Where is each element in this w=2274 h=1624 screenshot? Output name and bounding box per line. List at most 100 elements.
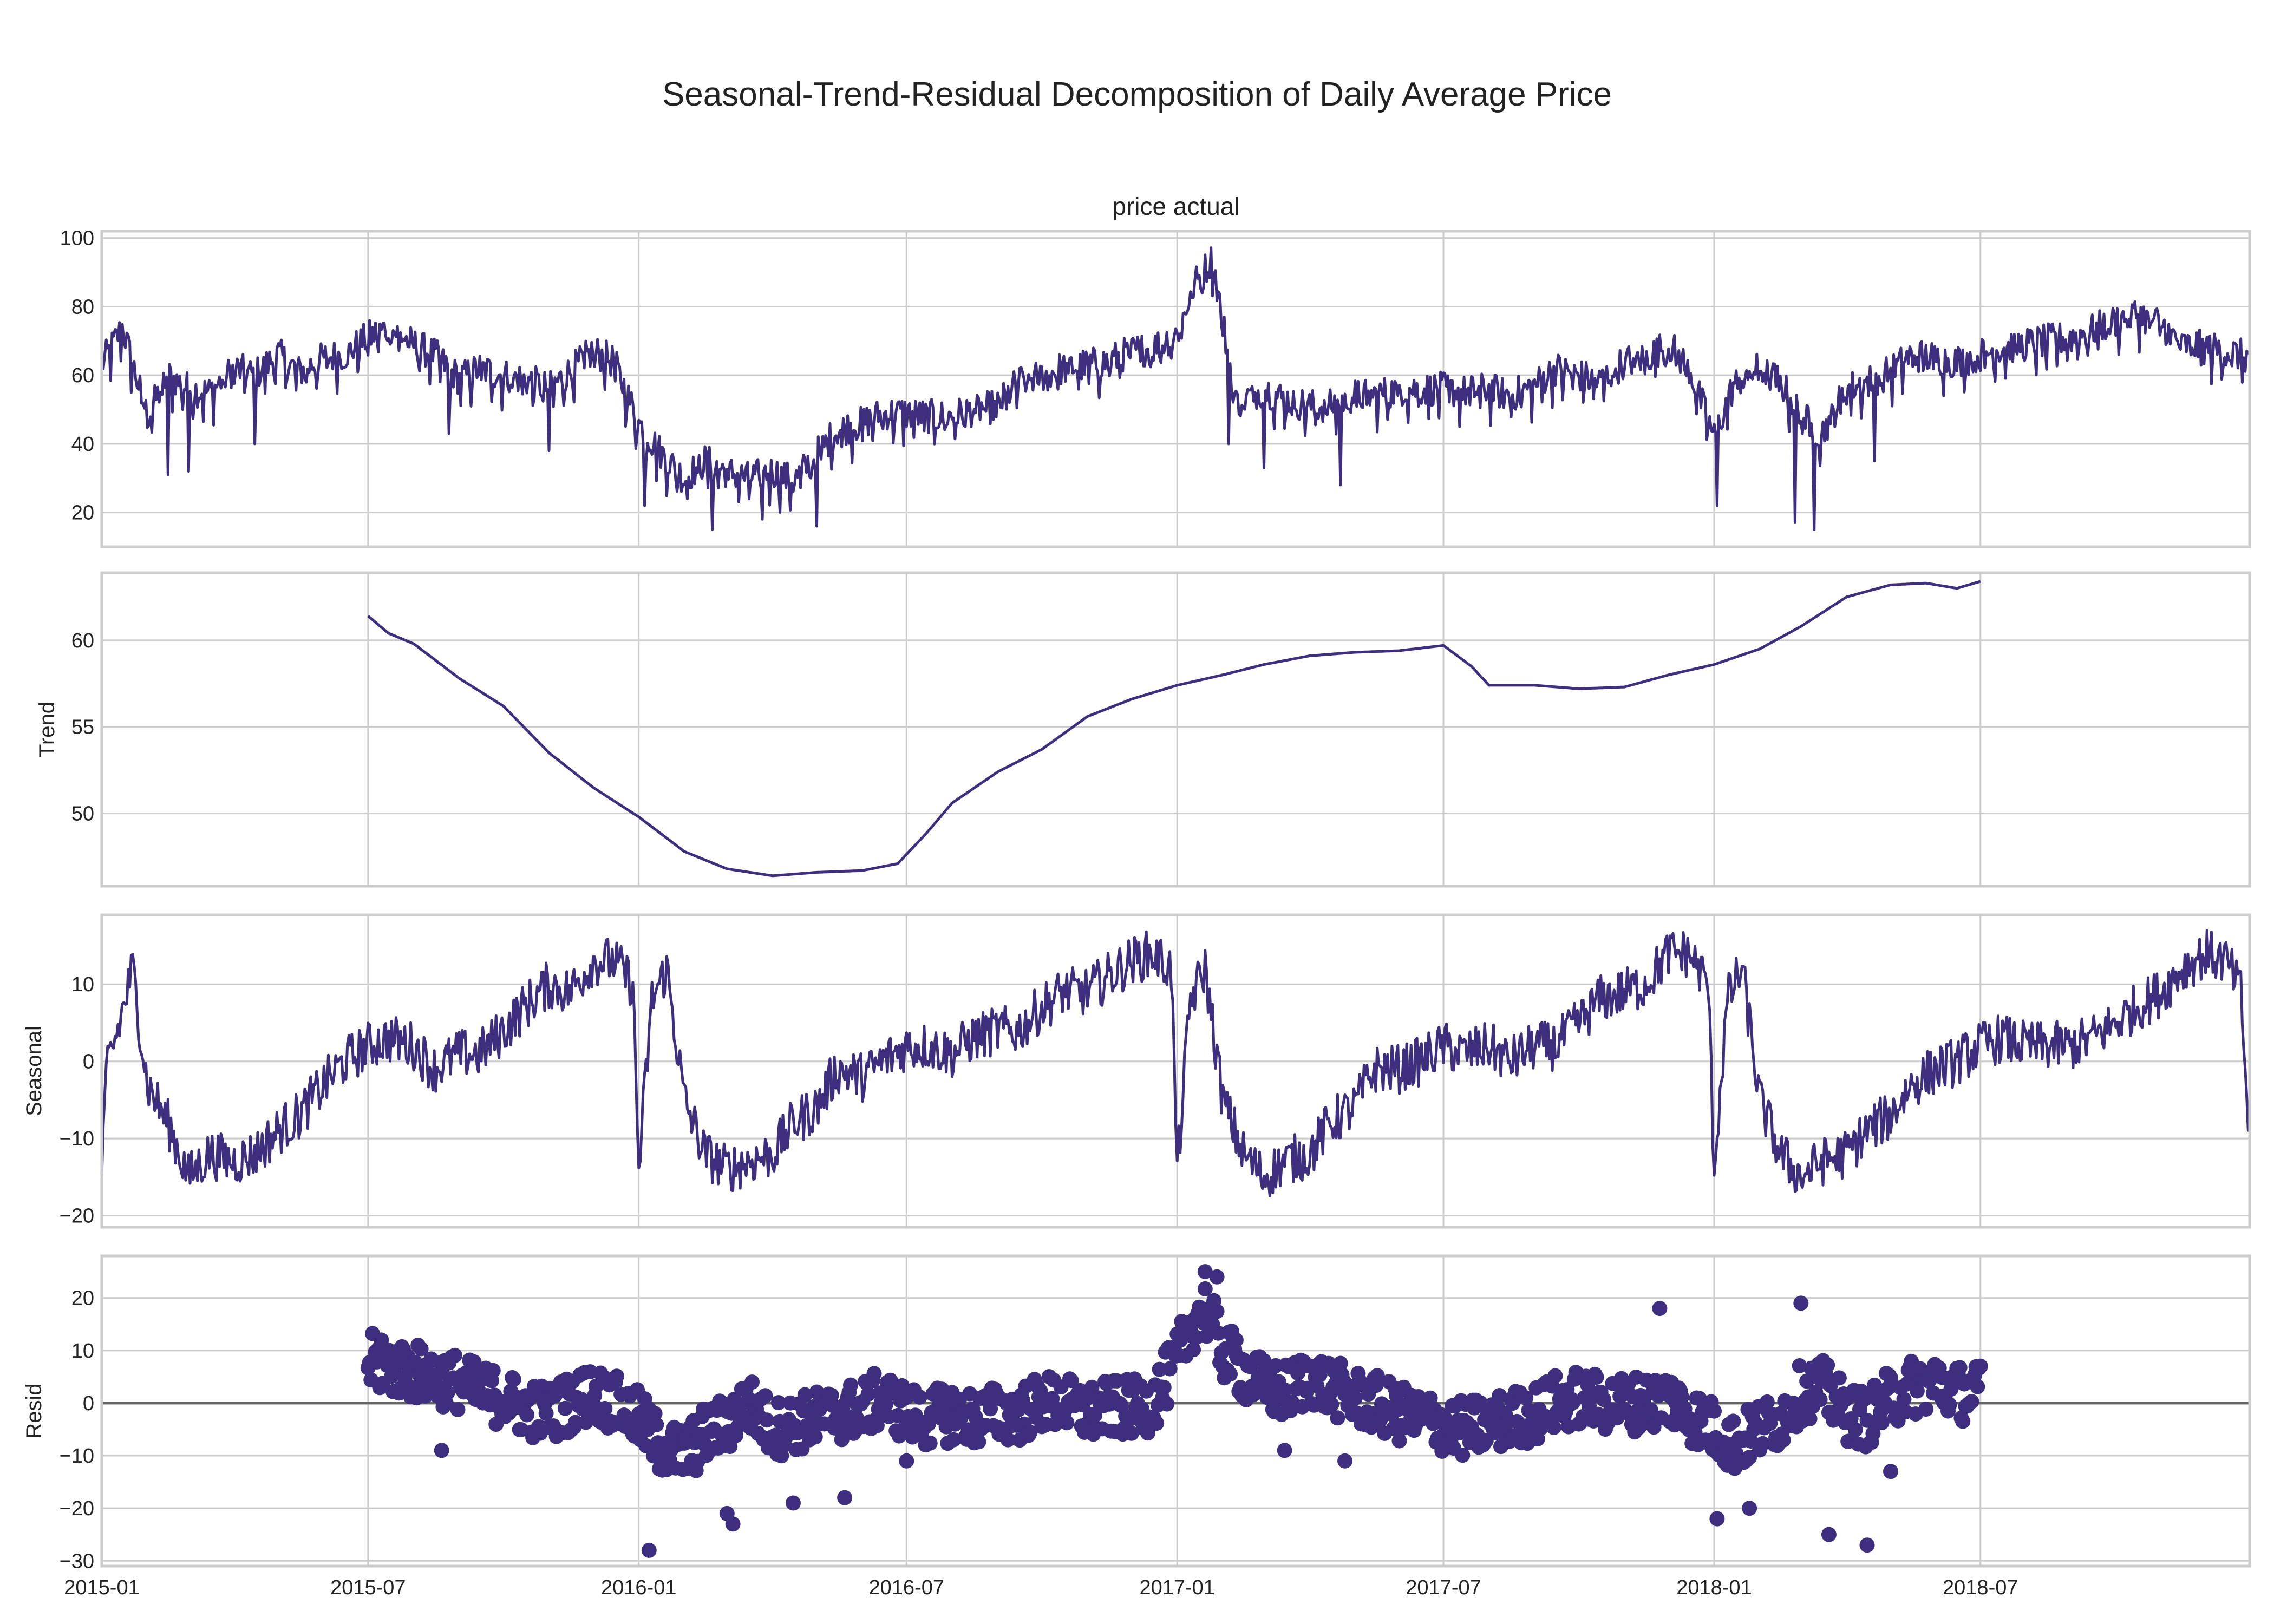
- seasonal-ylabel: Seasonal: [22, 1026, 46, 1116]
- resid-outlier-point: [1883, 1464, 1898, 1479]
- resid-outlier-point: [837, 1490, 853, 1505]
- resid-outlier-point: [899, 1453, 914, 1469]
- resid-point: [1896, 1391, 1912, 1407]
- resid-point: [1422, 1390, 1438, 1406]
- resid-frame: [100, 1254, 2251, 1568]
- observed-ytick-label: 100: [60, 227, 94, 250]
- observed-panel-title: price actual: [1112, 192, 1239, 220]
- xtick-label: 2018-07: [1943, 1576, 2018, 1599]
- resid-point: [1589, 1370, 1604, 1385]
- resid-point: [1348, 1390, 1363, 1406]
- resid-point: [1691, 1391, 1707, 1406]
- resid-point: [1156, 1379, 1172, 1395]
- resid-point: [1084, 1379, 1100, 1395]
- resid-point: [1186, 1342, 1201, 1358]
- resid-point: [1149, 1416, 1165, 1431]
- resid-point: [1847, 1422, 1863, 1437]
- resid-point: [1775, 1432, 1791, 1448]
- resid-outlier-point: [1709, 1511, 1725, 1527]
- resid-outlier-point: [1209, 1269, 1225, 1285]
- resid-point: [1918, 1402, 1934, 1417]
- trend-panel: 50 55 60 Trend: [35, 571, 2251, 888]
- resid-point: [1197, 1281, 1213, 1296]
- resid-point: [1277, 1382, 1292, 1398]
- resid-outlier-point: [1228, 1332, 1244, 1348]
- resid-point: [1547, 1368, 1563, 1384]
- observed-ytick-label: 20: [71, 502, 94, 525]
- xtick-label: 2016-01: [601, 1576, 676, 1599]
- resid-ylabel: Resid: [22, 1383, 46, 1438]
- resid-ytick-label: −10: [60, 1445, 94, 1468]
- resid-point: [1223, 1366, 1238, 1382]
- resid-point: [912, 1389, 927, 1405]
- xtick-label: 2017-01: [1139, 1576, 1214, 1599]
- resid-point: [1369, 1368, 1385, 1384]
- resid-point: [878, 1397, 894, 1412]
- resid-point: [1909, 1383, 1925, 1399]
- resid-ytick-label: −30: [60, 1550, 94, 1573]
- resid-point: [1391, 1433, 1407, 1449]
- resid-point: [407, 1354, 423, 1370]
- trend-line: [367, 580, 1981, 878]
- resid-point: [869, 1418, 885, 1433]
- resid-point: [649, 1417, 664, 1432]
- resid-point: [860, 1386, 876, 1402]
- resid-outlier-point: [1742, 1501, 1757, 1516]
- resid-outlier-point: [641, 1542, 657, 1558]
- resid-ytick-label: −20: [60, 1497, 94, 1520]
- seasonal-ytick-label: −20: [60, 1205, 94, 1228]
- resid-outlier-point: [434, 1443, 449, 1458]
- panels: 20406080100505560Trend−20−10010Seasonal−…: [22, 227, 2251, 1573]
- resid-point: [1874, 1415, 1890, 1430]
- resid-outlier-point: [374, 1332, 389, 1348]
- resid-point: [1162, 1361, 1178, 1377]
- resid-point: [1455, 1448, 1471, 1463]
- trend-ylabel: Trend: [35, 702, 59, 757]
- resid-ytick-label: 10: [71, 1340, 94, 1363]
- resid-point: [843, 1377, 858, 1393]
- resid-point: [1478, 1433, 1494, 1449]
- resid-point: [1726, 1413, 1741, 1429]
- xtick-label: 2015-01: [64, 1576, 139, 1599]
- trend-ytick-label: 60: [71, 630, 94, 652]
- resid-point: [937, 1408, 952, 1424]
- seasonal-ytick-label: 0: [83, 1051, 94, 1073]
- resid-point: [1643, 1402, 1659, 1418]
- resid-point: [1505, 1396, 1520, 1411]
- resid-point: [759, 1412, 775, 1428]
- resid-point: [797, 1387, 813, 1403]
- seasonal-ytick-label: 10: [71, 973, 94, 996]
- resid-point: [538, 1405, 554, 1421]
- resid-point: [519, 1407, 535, 1423]
- x-axis: 2015-01 2015-07 2016-01 2016-07 2017-01 2017-…: [64, 1576, 2018, 1599]
- trend-ytick-label: 50: [71, 803, 94, 826]
- resid-point: [413, 1341, 429, 1357]
- resid-point: [971, 1434, 986, 1450]
- resid-point: [757, 1388, 773, 1404]
- xtick-label: 2017-07: [1406, 1576, 1481, 1599]
- resid-point: [1970, 1379, 1985, 1394]
- resid-point: [1565, 1395, 1581, 1410]
- resid-outlier-point: [1793, 1295, 1809, 1311]
- resid-point: [1059, 1415, 1075, 1431]
- seasonal-line: [100, 929, 2251, 1197]
- resid-point: [1972, 1358, 1988, 1374]
- resid-point: [1518, 1390, 1534, 1406]
- resid-point: [1755, 1436, 1770, 1451]
- resid-outlier-point: [786, 1495, 801, 1511]
- xtick-label: 2015-07: [330, 1576, 406, 1599]
- resid-point: [1942, 1397, 1957, 1412]
- resid-point: [1492, 1388, 1507, 1403]
- resid-point: [1209, 1304, 1225, 1319]
- resid-point: [834, 1432, 850, 1448]
- resid-outlier-point: [1859, 1537, 1875, 1553]
- seasonal-panel: −20 −10 0 10 Seasonal: [22, 913, 2251, 1229]
- resid-point: [506, 1372, 521, 1387]
- resid-outlier-point: [1337, 1453, 1352, 1469]
- resid-point: [1792, 1358, 1807, 1373]
- xtick-label: 2016-07: [869, 1576, 944, 1599]
- resid-point: [807, 1429, 823, 1445]
- observed-line: [100, 246, 2251, 531]
- resid-ytick-label: 0: [83, 1392, 94, 1415]
